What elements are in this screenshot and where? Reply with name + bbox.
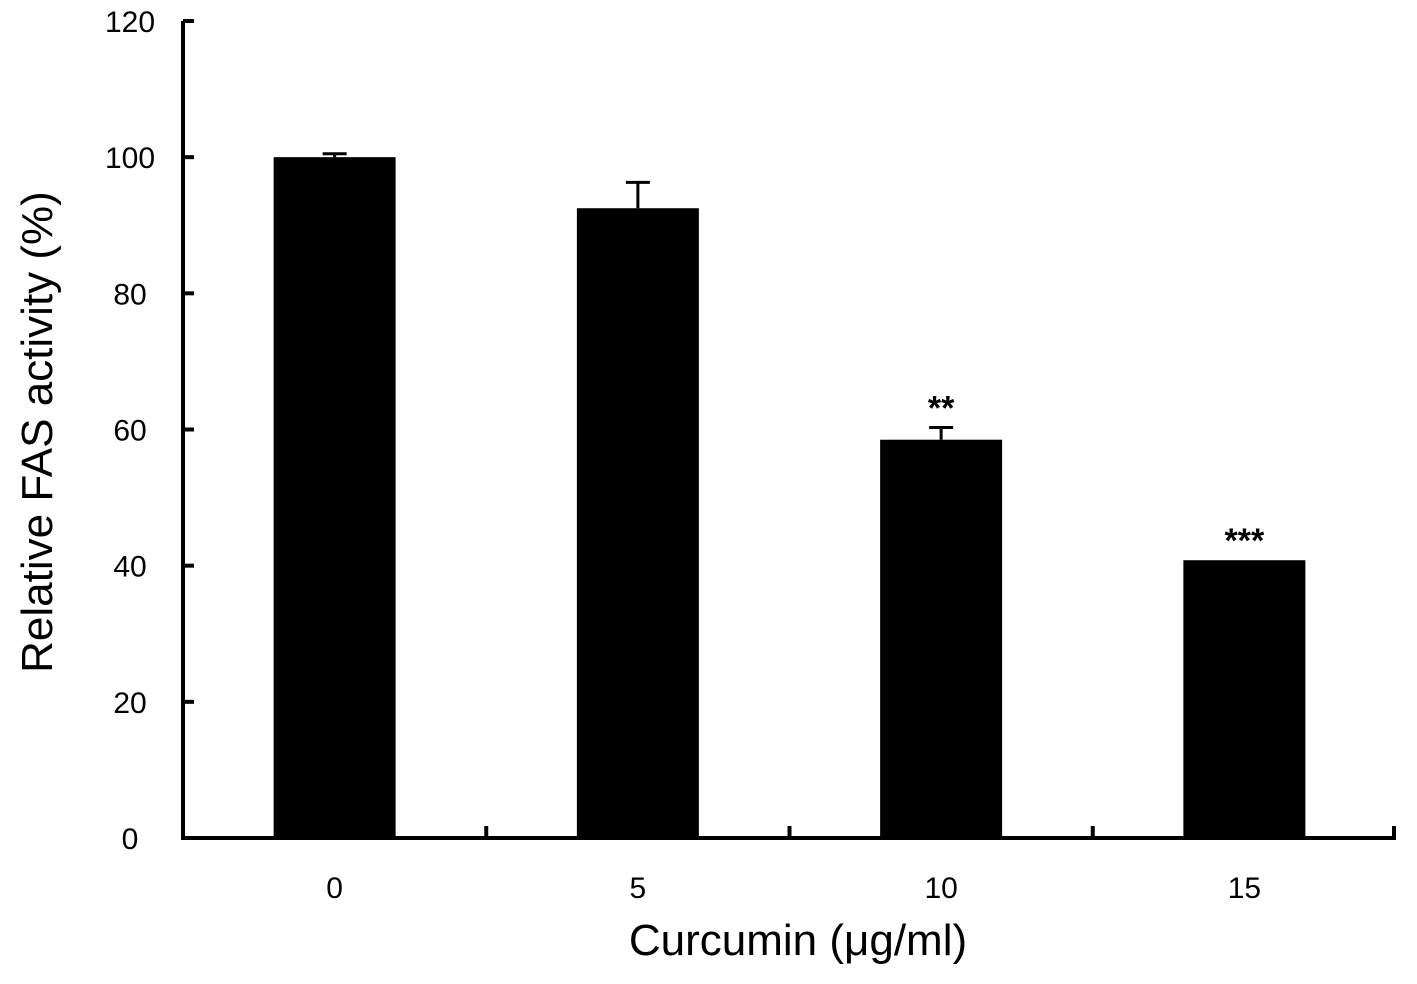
x-tick-label: 15 [1228, 872, 1261, 905]
error-bars-layer [322, 152, 954, 440]
bar-10 [880, 439, 1003, 838]
bars-layer [273, 157, 1306, 838]
bar-15 [1183, 560, 1306, 838]
x-ticks-layer: 0 5 10 15 [326, 826, 1396, 905]
y-tick-label: 40 [113, 551, 146, 584]
y-tick-label: 100 [105, 142, 155, 175]
x-tick-label: 5 [630, 872, 647, 905]
x-tick-label: 10 [924, 872, 957, 905]
y-tick-label: 20 [113, 687, 146, 720]
labels-layer: ***** [928, 389, 1265, 560]
significance-label: ** [928, 389, 955, 427]
x-tick-label: 0 [326, 872, 343, 905]
y-tick-label: 120 [105, 6, 155, 39]
y-tick-label: 0 [122, 823, 139, 856]
y-ticks-layer: 0 20 40 60 80 100 120 [105, 6, 194, 856]
significance-label: *** [1225, 522, 1265, 560]
bar-0 [273, 157, 396, 838]
bar-5 [576, 208, 699, 838]
y-tick-label: 80 [113, 278, 146, 311]
y-axis-title: Relative FAS activity (%) [13, 191, 62, 673]
x-axis-title: Curcumin (μg/ml) [629, 916, 967, 965]
y-tick-label: 60 [113, 415, 146, 448]
